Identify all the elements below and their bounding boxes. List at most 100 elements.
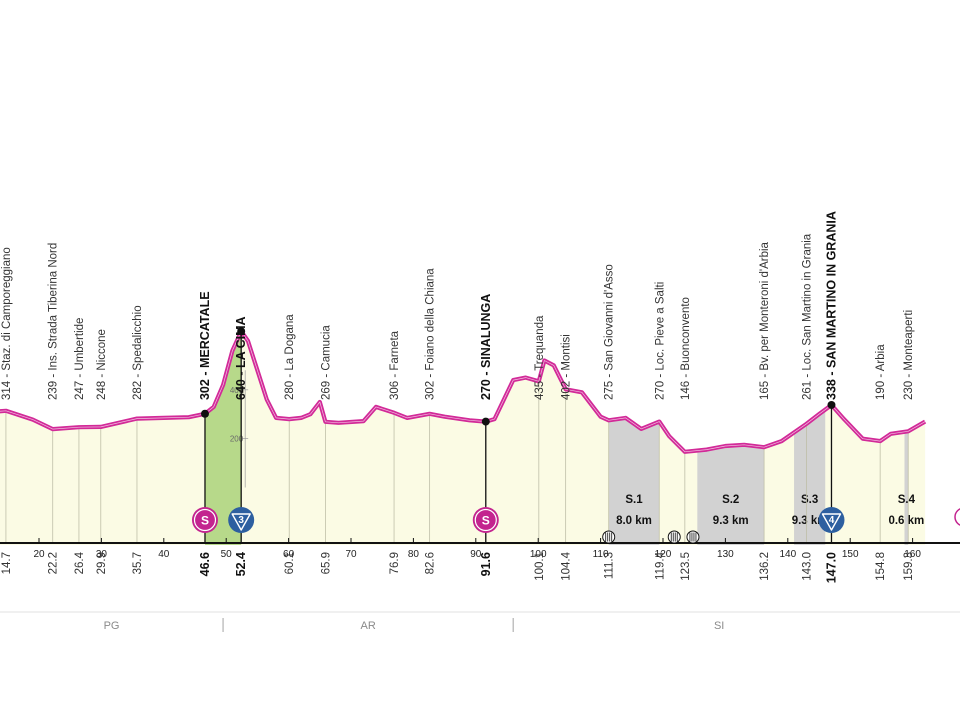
waypoint-labels: 314 - Staz. di Camporeggiano 239 - Ins. S…	[1, 211, 915, 400]
waypoint-km-label: 26.4	[74, 551, 86, 574]
waypoint-km-label: 76.9	[389, 552, 401, 574]
waypoint-label: 248 - Niccone	[96, 329, 108, 400]
region-label: PG	[104, 620, 120, 632]
kom-category-label: 4	[829, 515, 835, 526]
axis-tick-label: 50	[221, 549, 233, 560]
waypoint-km-label: 154.8	[875, 552, 887, 581]
waypoint-label: 230 - Monteaperti	[903, 310, 915, 400]
waypoint-km-label: 65.9	[320, 552, 332, 574]
axis-tick-label: 40	[158, 549, 170, 560]
sprint-badge-icon	[472, 507, 499, 533]
waypoint-km-label: 91.6	[479, 552, 493, 576]
waypoint-label: 302 - Foiano della Chiana	[425, 268, 437, 400]
region-label: AR	[361, 620, 376, 632]
finish-circle-icon	[954, 508, 960, 526]
waypoint-label: 247 - Umbertide	[74, 318, 86, 400]
feed-zone-icon	[686, 530, 700, 544]
axis-tick-label: 70	[345, 549, 357, 560]
sector-length: 9.3 km	[792, 515, 828, 527]
axis-tick-label: 100	[530, 549, 547, 560]
waypoint-label: 165 - Bv. per Monteroni d'Arbia	[759, 241, 771, 400]
waypoint-km-label: 104.4	[561, 551, 573, 580]
waypoint-label: 282 - Spedalicchio	[132, 305, 144, 400]
major-waypoint-dot	[481, 417, 490, 426]
waypoint-label: 280 - La Dogana	[284, 314, 296, 400]
waypoint-label: 306 - Farneta	[389, 330, 401, 400]
axis-tick-label: 20	[33, 549, 45, 560]
sector-name: S.2	[722, 494, 739, 506]
region-labels: PG AR SI	[104, 620, 725, 632]
major-waypoint-label: 338 - SAN MARTINO IN GRANIA	[824, 211, 838, 400]
kom-category-label: 3	[238, 515, 244, 526]
waypoint-km-label: 143.0	[802, 552, 814, 581]
sprint-badge-ring	[193, 508, 217, 532]
waypoint-label: 190 - Arbia	[875, 344, 887, 400]
gravel-sector-4	[904, 331, 909, 545]
elevation-scale: 200 400	[230, 370, 249, 488]
profile-icons: S S 3 4	[191, 507, 960, 544]
feed-zone-icon	[602, 530, 616, 544]
sector-length: 0.6 km	[888, 515, 924, 527]
axis-tick-label: 90	[470, 549, 482, 560]
major-waypoint-dot	[200, 409, 209, 418]
axis-tick-label: 80	[408, 549, 420, 560]
axis-tick-label: 30	[96, 549, 108, 560]
sprint-badge-icon	[191, 507, 218, 533]
sector-length: 8.0 km	[616, 515, 652, 527]
sector-name: S.4	[898, 494, 916, 506]
sector-name: S.3	[801, 494, 818, 506]
waypoint-km-labels: 14.7 22.2 26.4 29.9 35.7 46.6 52.4 60.1 65.9 76.9…	[1, 551, 915, 583]
axis-tick-label: 110	[593, 549, 609, 560]
waypoint-km-label: 14.7	[1, 552, 13, 574]
axis-tick-label: 160	[904, 549, 921, 560]
waypoint-km-label: 119.4	[654, 551, 666, 580]
sprint-badge-label: S	[201, 514, 209, 528]
waypoint-km-label: 52.4	[234, 552, 248, 576]
waypoint-km-label: 82.6	[425, 552, 437, 574]
sprint-badge-ring	[474, 508, 497, 532]
axis-tick-label: 60	[283, 549, 295, 560]
waypoint-km-label: 136.2	[759, 552, 771, 581]
waypoint-label: 270 - Loc. Pieve a Salti	[654, 282, 666, 400]
waypoint-label: 314 - Staz. di Camporeggiano	[1, 247, 13, 400]
gravel-sector-2	[697, 331, 765, 545]
waypoint-km-label: 35.7	[132, 552, 144, 574]
feed-zone-icon	[667, 530, 681, 544]
waypoint-km-label: 111.3	[604, 552, 616, 579]
sprint-badge-label: S	[482, 514, 490, 528]
major-waypoint-dot	[237, 327, 246, 336]
axis-tick-label: 140	[779, 549, 796, 560]
axis-tick-label: 130	[717, 549, 734, 560]
waypoint-label: 402 - Montisi	[561, 334, 573, 400]
waypoint-km-label: 46.6	[198, 552, 212, 576]
sector-length: 9.3 km	[713, 515, 749, 527]
major-waypoint-dot	[827, 400, 836, 409]
waypoint-label: 261 - Loc. San Martino in Grania	[802, 233, 814, 400]
sector-name: S.1	[625, 494, 643, 506]
waypoint-km-label: 100.1	[534, 552, 546, 581]
kom-triangle-icon	[821, 513, 842, 531]
waypoint-label: 146 - Buonconvento	[680, 297, 692, 400]
waypoint-label: 435 - Trequanda	[534, 315, 546, 400]
waypoint-km-label: 147.0	[824, 552, 838, 583]
waypoint-km-label: 123.5	[680, 552, 692, 581]
major-waypoint-label: 640 - LA CIMA	[234, 316, 248, 400]
axis-tick-label: 120	[655, 549, 672, 560]
major-waypoint-label: 302 - MERCATALE	[198, 291, 212, 400]
waypoint-label: 269 - Camucia	[320, 325, 332, 400]
axis-tick-label: 150	[842, 549, 859, 560]
elevation-tick-label: 200	[230, 435, 244, 444]
major-waypoint-label: 270 - SINALUNGA	[479, 294, 493, 400]
distance-axis: 20 30 40 50 60 70 80 90 100 110 120 130 140 150 160	[0, 538, 960, 560]
waypoint-km-label: 159.3	[903, 552, 915, 581]
elevation-tick-label: 400	[230, 386, 244, 395]
waypoint-km-label: 60.1	[284, 552, 296, 574]
kom-triangle-icon	[231, 513, 251, 531]
waypoint-km-label: 22.2	[48, 552, 60, 574]
region-dividers	[0, 611, 960, 632]
waypoint-label: 275 - San Giovanni d'Asso	[604, 264, 616, 400]
region-label: SI	[714, 620, 724, 632]
waypoint-km-label: 29.9	[96, 552, 108, 574]
waypoint-label: 239 - Ins. Strada Tiberina Nord	[48, 243, 60, 400]
